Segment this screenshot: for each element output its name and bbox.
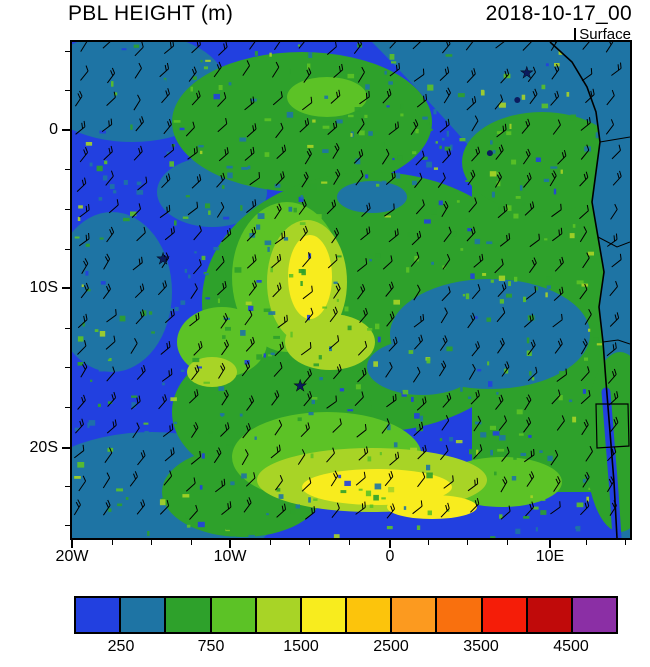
y-major-tick: [62, 128, 70, 131]
y-minor-tick: [65, 406, 70, 408]
colorbar-box: [121, 598, 167, 632]
y-minor-tick: [65, 525, 70, 527]
colorbar-box: [572, 598, 617, 632]
y-major-tick: [62, 446, 70, 449]
svg-text:★: ★: [156, 249, 170, 268]
x-tick-label: 20W: [55, 548, 89, 565]
map-plot: ★ ★ ★: [70, 40, 632, 540]
colorbar-box: [211, 598, 257, 632]
colorbar-box: [256, 598, 302, 632]
level-label-text: Surface: [579, 26, 631, 43]
x-minor-tick: [427, 540, 429, 545]
y-minor-tick: [65, 485, 70, 487]
chart-date: 2018-10-17_00: [485, 2, 632, 25]
x-minor-tick: [190, 540, 192, 545]
colorbar-box: [166, 598, 212, 632]
x-minor-tick: [151, 540, 152, 545]
x-minor-tick: [625, 540, 627, 545]
level-label: Surface: [574, 26, 631, 43]
x-minor-tick: [111, 540, 113, 545]
y-minor-tick: [65, 50, 70, 52]
colorbar-box: [301, 598, 348, 632]
colorbar-tick-label: 1500: [283, 638, 319, 655]
colorbar-tick-label: 3500: [463, 638, 499, 655]
x-tick-label: 10E: [535, 548, 565, 565]
x-minor-tick: [585, 540, 587, 545]
x-minor-tick: [506, 540, 508, 545]
colorbar-box: [437, 598, 483, 632]
colorbar-box: [347, 598, 393, 632]
x-minor-tick: [269, 540, 271, 545]
y-major-tick: [62, 287, 70, 290]
y-tick-label: 10S: [29, 279, 58, 297]
x-minor-tick: [467, 540, 469, 545]
y-tick-label: 0: [49, 120, 58, 138]
colorbar-box: [76, 598, 122, 632]
colorbar-box: [527, 598, 573, 632]
y-minor-tick: [65, 169, 70, 171]
x-major-tick: [229, 540, 232, 548]
svg-text:★: ★: [520, 63, 534, 82]
chart-title: PBL HEIGHT (m): [68, 2, 234, 25]
y-minor-tick: [65, 209, 70, 210]
y-tick-label: 20S: [29, 438, 58, 456]
corner-tick: [574, 28, 577, 41]
colorbar-tick-label: 2500: [373, 638, 409, 655]
x-minor-tick: [348, 540, 350, 545]
x-tick-label: 0: [385, 548, 395, 565]
x-major-tick: [389, 540, 391, 548]
y-minor-tick: [65, 327, 70, 329]
x-major-tick: [548, 540, 551, 548]
colorbar-box: [482, 598, 528, 632]
x-minor-tick: [309, 540, 311, 545]
y-minor-tick: [65, 248, 70, 250]
colorbar-tick-label: 250: [107, 638, 135, 655]
colorbar-tick-label: 750: [197, 638, 225, 655]
y-minor-tick: [65, 367, 70, 369]
colorbar: [74, 596, 618, 634]
x-major-tick: [71, 540, 73, 548]
colorbar-box: [392, 598, 438, 632]
pbl-field-map: ★ ★ ★: [72, 42, 630, 538]
svg-text:★: ★: [293, 376, 307, 395]
y-minor-tick: [65, 90, 70, 92]
colorbar-tick-label: 4500: [553, 638, 589, 655]
x-tick-label: 10W: [213, 548, 247, 565]
